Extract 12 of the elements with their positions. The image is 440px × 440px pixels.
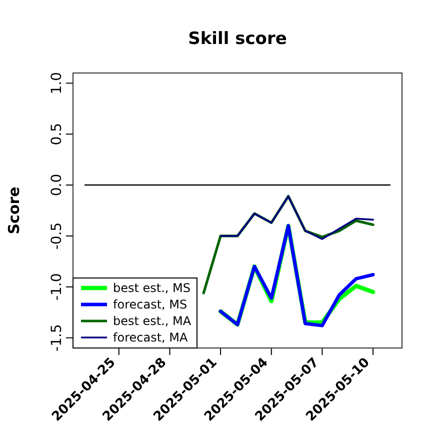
y-tick-label: -1.0 <box>49 273 65 301</box>
chart-title: Skill score <box>188 29 287 49</box>
y-tick-label: -0.5 <box>49 222 65 250</box>
legend-label: forecast, MA <box>113 330 189 345</box>
legend-label: best est., MA <box>113 314 192 328</box>
y-axis-title: Score <box>5 186 23 234</box>
y-tick-label: 0.5 <box>49 122 65 146</box>
y-tick-label: -1.5 <box>49 324 65 352</box>
y-tick-label: 1.0 <box>49 72 65 94</box>
legend-label: best est., MS <box>113 281 191 296</box>
legend-label: forecast, MS <box>113 298 188 312</box>
y-tick-label: 0.0 <box>49 174 65 196</box>
